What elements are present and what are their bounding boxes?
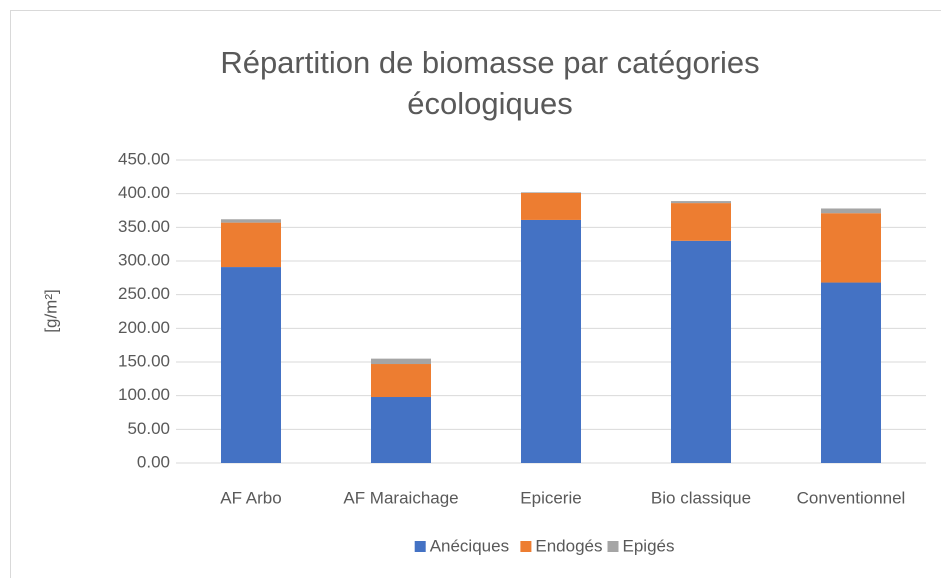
y-tick-label: 0.00 <box>137 452 170 471</box>
x-tick-label: Bio classique <box>651 488 751 507</box>
bar-segment <box>221 219 281 223</box>
x-tick-label: Epicerie <box>520 488 581 507</box>
y-tick-label: 350.00 <box>118 217 170 236</box>
bar-segment <box>821 213 881 283</box>
legend-swatch <box>414 541 426 552</box>
bar-segment <box>671 203 731 241</box>
bar-segment <box>821 208 881 214</box>
y-tick-label: 400.00 <box>118 183 170 202</box>
legend-label: Anéciques <box>430 536 509 555</box>
chart-title: Répartition de biomasse par catégories é… <box>220 45 760 121</box>
legend-swatch <box>607 541 619 552</box>
bar-segment <box>671 240 731 463</box>
y-tick-label: 450.00 <box>118 149 170 168</box>
legend-swatch <box>520 541 532 552</box>
y-axis-label: [g/m²] <box>41 289 60 332</box>
bar-segment <box>671 201 731 204</box>
bar-segment <box>821 282 881 463</box>
y-tick-label: 250.00 <box>118 284 170 303</box>
y-tick-label: 200.00 <box>118 318 170 337</box>
bar-segment <box>371 397 431 463</box>
bar-segment <box>521 192 581 193</box>
bar-segment <box>521 192 581 220</box>
legend-label: Epigés <box>623 536 675 555</box>
legend-label: Endogés <box>535 536 602 555</box>
y-tick-label: 150.00 <box>118 351 170 370</box>
bar-segment <box>221 267 281 463</box>
x-tick-label: AF Maraichage <box>343 488 458 507</box>
y-tick-label: 100.00 <box>118 385 170 404</box>
bar-segment <box>371 358 431 365</box>
y-tick-label: 50.00 <box>127 419 170 438</box>
bar-segment <box>221 222 281 268</box>
bar-segment <box>521 219 581 463</box>
x-tick-label: Conventionnel <box>797 488 906 507</box>
y-tick-label: 300.00 <box>118 250 170 269</box>
bar-segment <box>371 364 431 398</box>
x-tick-label: AF Arbo <box>220 488 281 507</box>
